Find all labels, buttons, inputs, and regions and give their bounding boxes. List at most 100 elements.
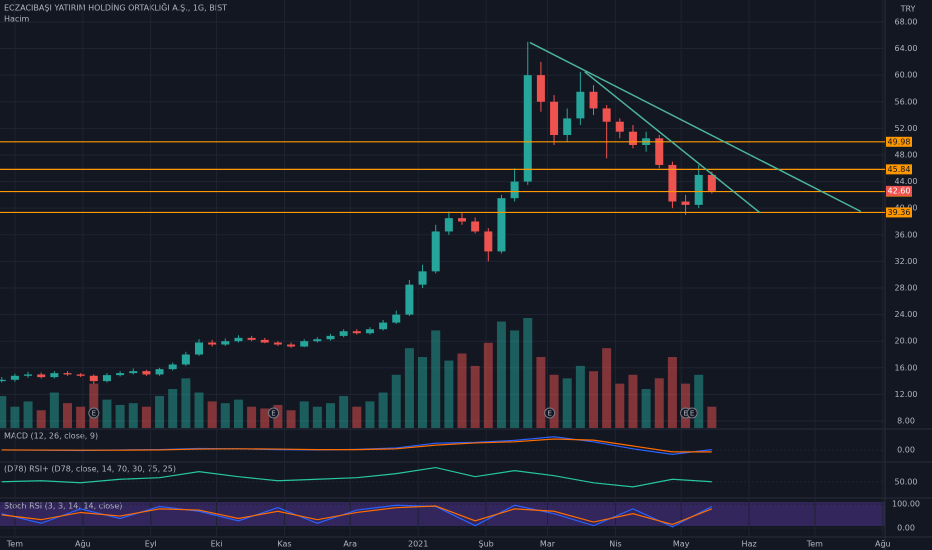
volume-bar [510, 330, 520, 428]
indicator-line [1, 438, 712, 453]
y-tick-label: 36.00 [895, 230, 918, 239]
stoch-band [0, 502, 885, 526]
level-tag [886, 207, 912, 218]
volume-bar [589, 371, 599, 428]
candle-body [234, 337, 243, 342]
volume-bar [128, 403, 138, 428]
last-price-label: 42.60 [888, 186, 911, 195]
volume-bar [23, 401, 33, 428]
volume-bar [181, 378, 191, 428]
x-tick-label: Nis [609, 540, 621, 549]
macd-title: MACD (12, 26, close, 9) [4, 432, 98, 441]
volume-bar [431, 330, 441, 428]
x-tick-label: Şub [478, 540, 493, 549]
chart-title: ECZACIBAŞI YATIRIM HOLDİNG ORTAKLIĞI A.Ş… [4, 2, 227, 13]
volume-bar [483, 342, 493, 428]
indicator-line [1, 505, 713, 526]
trendline [584, 71, 761, 214]
volume-bar [207, 401, 217, 428]
x-tick-label: Haz [742, 540, 757, 549]
candle-body [300, 341, 309, 347]
rsi-title: (D78) RSI+ (D78, close, 14, 70, 30, 75, … [4, 465, 176, 474]
volume-bar [220, 403, 230, 428]
candle-body [655, 138, 664, 165]
level-tag [886, 136, 912, 147]
volume-bar [233, 399, 243, 428]
y-tick-label: 44.00 [895, 177, 918, 186]
volume-bar [707, 406, 717, 428]
volume-bar [36, 410, 46, 428]
candle-body [668, 164, 677, 202]
y-tick-label: 8.00 [897, 417, 915, 426]
volume-bar [681, 383, 691, 428]
candle-body [50, 373, 59, 378]
volume-bar [615, 383, 625, 428]
volume-bar [496, 321, 506, 428]
volume-bar [115, 404, 125, 428]
candle-body [129, 371, 138, 374]
volume-bar [299, 401, 309, 428]
volume-bar [470, 365, 480, 428]
volume-bar [89, 383, 99, 428]
x-tick-label: Tem [6, 540, 23, 549]
candle-body [63, 373, 72, 375]
candle-body [602, 108, 611, 122]
event-label: E [547, 410, 551, 418]
candle-body [287, 344, 296, 347]
level-label: 39.36 [888, 208, 911, 217]
volume-bar [575, 365, 585, 428]
candle-body [221, 341, 230, 345]
candle-body [444, 218, 453, 232]
candle-body [76, 374, 85, 376]
level-label: 45.84 [888, 165, 911, 174]
volume-bar [326, 403, 336, 428]
y-tick-label: 52.00 [895, 124, 918, 133]
candle-body [273, 342, 282, 345]
candle-body [615, 121, 624, 132]
indicator-line [1, 504, 713, 528]
candle-body [550, 101, 559, 136]
candle-body [707, 174, 716, 191]
y-tick-label: 20.00 [895, 337, 918, 346]
event-marker [686, 407, 698, 419]
event-label: E [690, 410, 694, 418]
candle-body [497, 198, 506, 252]
event-label: E [271, 410, 275, 418]
y-tick-label: 64.00 [895, 44, 918, 53]
event-label: E [92, 410, 96, 418]
candle-body [24, 374, 33, 376]
volume-bar [247, 406, 257, 428]
candle-body [155, 369, 164, 375]
stoch-title: Stoch RSI (3, 3, 14, 14, close) [4, 502, 122, 511]
volume-bar [654, 378, 664, 428]
candle-body [195, 342, 204, 355]
event-marker [268, 407, 280, 419]
volume-bar [628, 374, 638, 428]
candle-body [589, 91, 598, 109]
volume-bar [76, 406, 86, 428]
volume-bar [10, 406, 20, 428]
candle-body [392, 314, 401, 323]
volume-bar [286, 410, 296, 428]
candle-body [326, 335, 335, 340]
volume-bar [102, 399, 112, 428]
candle-body [208, 342, 217, 345]
y-tick-label: 68.00 [895, 17, 918, 26]
volume-bar [63, 403, 73, 428]
volume-bar [312, 406, 322, 428]
x-tick-label: Eyl [145, 540, 157, 549]
indicator-line [1, 466, 712, 488]
y-tick-label: 60.00 [895, 71, 918, 80]
volume-bar [0, 396, 7, 428]
candle-body [89, 375, 98, 382]
volume-bar [260, 408, 270, 428]
candle-body [313, 339, 322, 342]
volume-bar [365, 401, 375, 428]
currency: TRY [900, 5, 916, 14]
volume-bar [339, 396, 349, 428]
volume-bar [49, 392, 59, 428]
x-tick-label: Ağu [875, 540, 891, 549]
event-marker [88, 407, 100, 419]
volume-bar [549, 374, 559, 428]
